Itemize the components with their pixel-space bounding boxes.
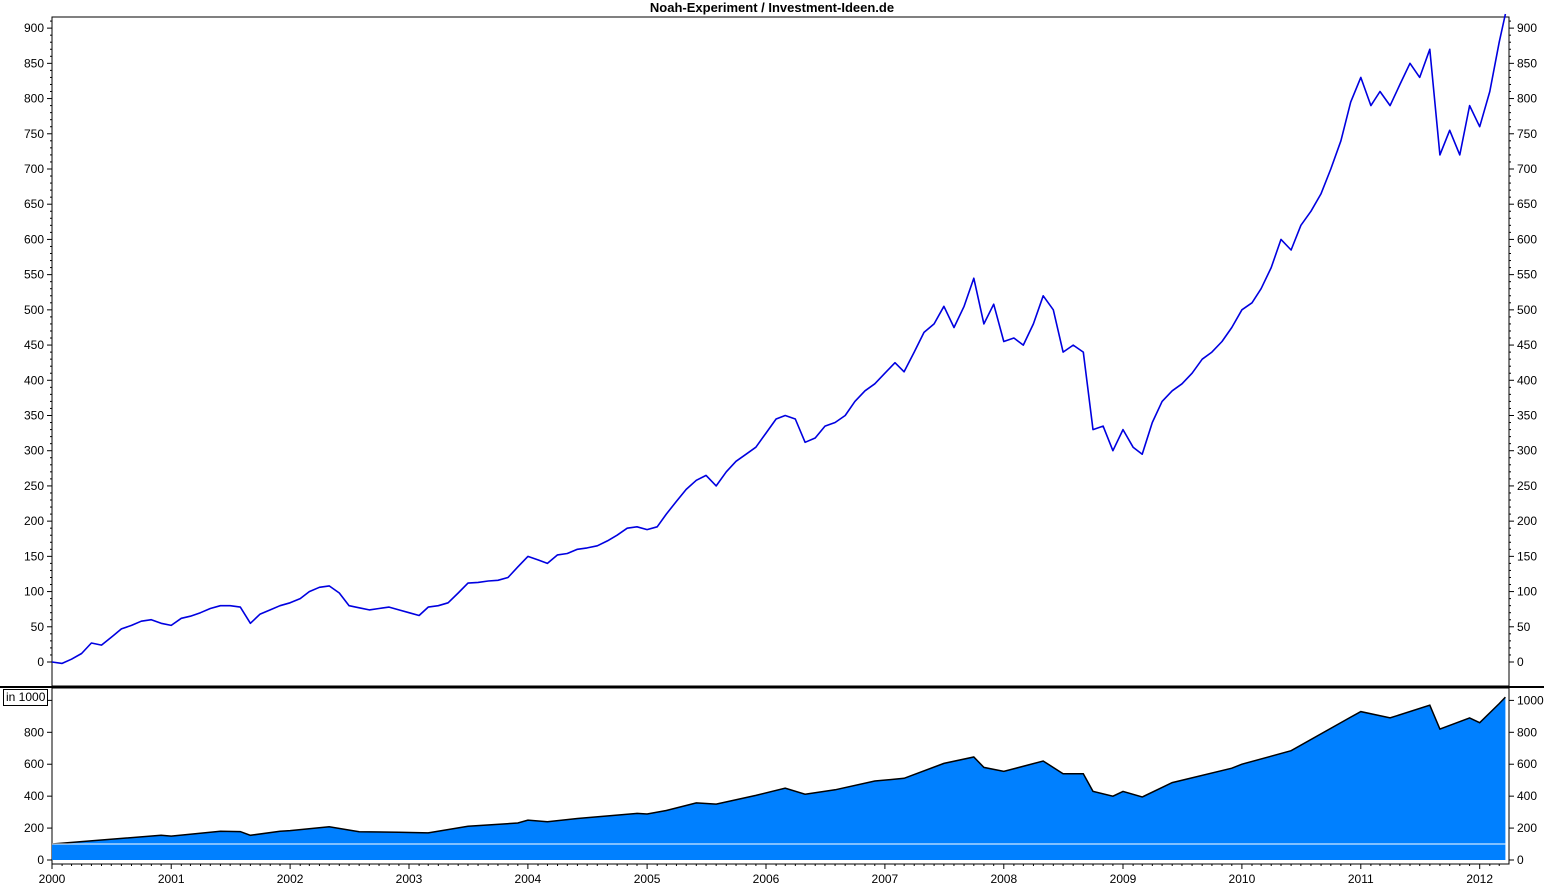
y-tick-label-left: 450 xyxy=(24,338,44,352)
y-tick-label-left: 100 xyxy=(24,585,44,599)
x-tick-label: 2007 xyxy=(872,872,899,886)
y-tick-label-right: 500 xyxy=(1517,303,1537,317)
y-tick-label-right: 550 xyxy=(1517,268,1537,282)
y-tick-label-right: 450 xyxy=(1517,338,1537,352)
y-tick-label-right: 0 xyxy=(1517,655,1524,669)
x-tick-label: 2000 xyxy=(39,872,66,886)
y-tick-label-right: 800 xyxy=(1517,92,1537,106)
y-tick-label-left: 0 xyxy=(37,655,44,669)
y-tick-label-left: 150 xyxy=(24,549,44,563)
equity-area-outline xyxy=(51,696,1506,845)
y-tick-label-right: 600 xyxy=(1517,232,1537,246)
performance-line xyxy=(51,13,1507,665)
lower-y-tick-label-right: 1000 xyxy=(1517,693,1544,707)
y-tick-label-left: 50 xyxy=(31,620,45,634)
lower-y-tick-label-left: 600 xyxy=(24,757,44,771)
y-tick-label-left: 700 xyxy=(24,162,44,176)
y-tick-label-left: 650 xyxy=(24,197,44,211)
x-tick-label: 2012 xyxy=(1466,872,1493,886)
x-tick-label: 2006 xyxy=(753,872,780,886)
equity-area xyxy=(52,697,1506,860)
y-tick-label-left: 400 xyxy=(24,373,44,387)
y-tick-label-left: 250 xyxy=(24,479,44,493)
lower-y-tick-label-left: 800 xyxy=(24,725,44,739)
x-tick-label: 2003 xyxy=(396,872,423,886)
lower-y-tick-label-left: 0 xyxy=(37,853,44,867)
y-tick-label-right: 300 xyxy=(1517,444,1537,458)
y-tick-label-left: 550 xyxy=(24,268,44,282)
y-tick-label-left: 350 xyxy=(24,408,44,422)
x-tick-label: 2010 xyxy=(1229,872,1256,886)
y-tick-label-right: 350 xyxy=(1517,408,1537,422)
x-tick-label: 2001 xyxy=(158,872,185,886)
lower-y-tick-label-left: 200 xyxy=(24,821,44,835)
y-tick-label-right: 200 xyxy=(1517,514,1537,528)
upper-plot-frame xyxy=(51,16,1510,687)
y-tick-label-left: 300 xyxy=(24,444,44,458)
y-tick-label-left: 200 xyxy=(24,514,44,528)
lower-y-tick-label-right: 800 xyxy=(1517,725,1537,739)
unit-label: in 1000 xyxy=(3,689,49,706)
y-tick-label-right: 400 xyxy=(1517,373,1537,387)
lower-y-tick-label-left: 400 xyxy=(24,789,44,803)
x-tick-label: 2008 xyxy=(990,872,1017,886)
y-tick-label-left: 750 xyxy=(24,127,44,141)
x-tick-label: 2005 xyxy=(634,872,661,886)
y-tick-label-left: 500 xyxy=(24,303,44,317)
y-tick-label-left: 800 xyxy=(24,92,44,106)
y-tick-label-left: 850 xyxy=(24,56,44,70)
y-tick-label-right: 850 xyxy=(1517,56,1537,70)
y-tick-label-right: 700 xyxy=(1517,162,1537,176)
y-tick-label-right: 150 xyxy=(1517,549,1537,563)
lower-y-tick-label-right: 200 xyxy=(1517,821,1537,835)
y-tick-label-left: 600 xyxy=(24,232,44,246)
lower-y-tick-label-right: 400 xyxy=(1517,789,1537,803)
y-tick-label-right: 750 xyxy=(1517,127,1537,141)
y-tick-label-right: 650 xyxy=(1517,197,1537,211)
y-tick-label-right: 100 xyxy=(1517,585,1537,599)
x-tick-label: 2011 xyxy=(1348,872,1374,886)
lower-y-tick-label-right: 0 xyxy=(1517,853,1524,867)
chart-title: Noah-Experiment / Investment-Ideen.de xyxy=(649,0,895,15)
x-tick-label: 2009 xyxy=(1110,872,1137,886)
x-tick-label: 2004 xyxy=(515,872,542,886)
y-tick-label-right: 250 xyxy=(1517,479,1537,493)
x-tick-label: 2002 xyxy=(277,872,304,886)
lower-y-tick-label-right: 600 xyxy=(1517,757,1537,771)
y-tick-label-right: 50 xyxy=(1517,620,1531,634)
y-tick-label-left: 900 xyxy=(24,21,44,35)
y-tick-label-right: 900 xyxy=(1517,21,1537,35)
